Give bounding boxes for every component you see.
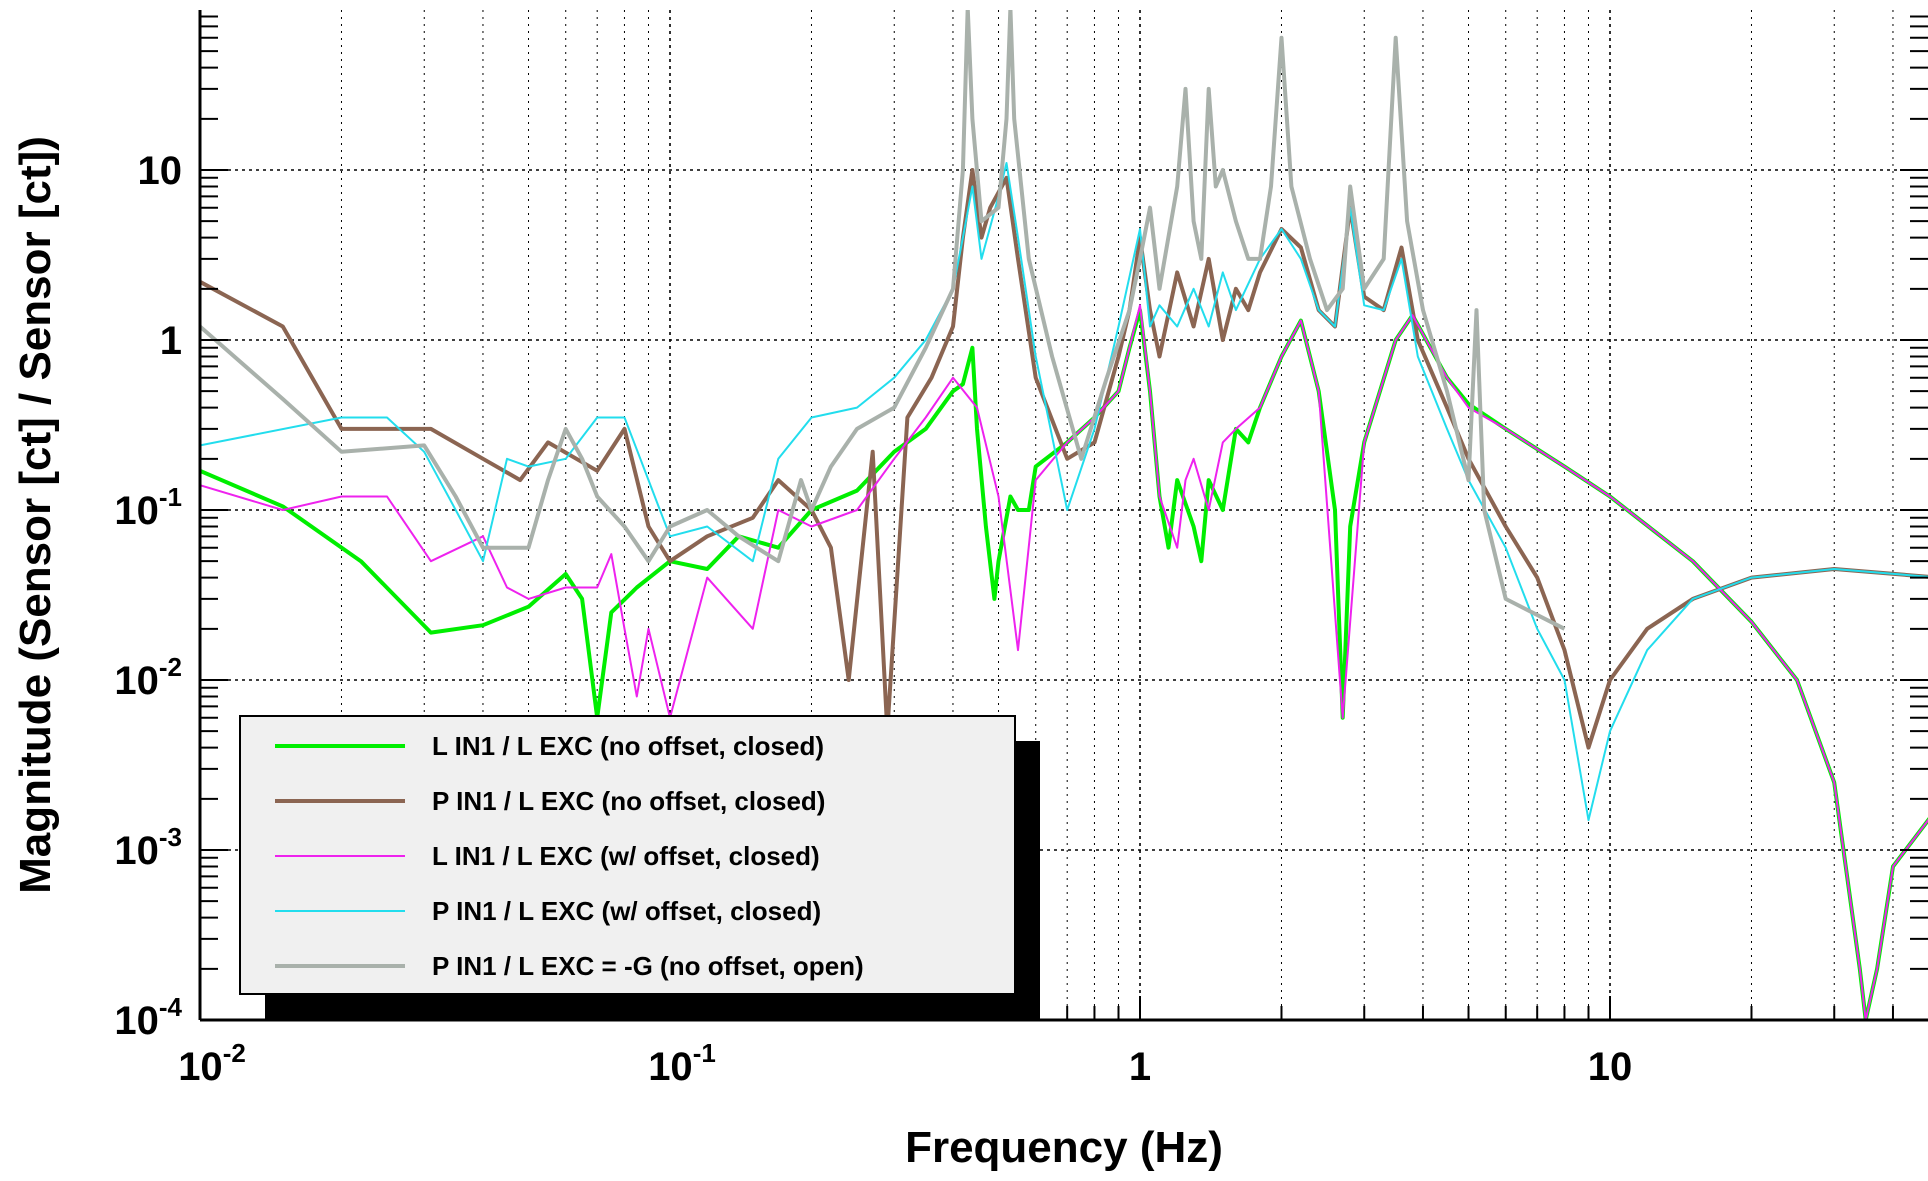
y-tick-label: 1 [160, 319, 182, 363]
legend-label: P IN1 / L EXC = -G (no offset, open) [432, 951, 864, 981]
legend-label: L IN1 / L EXC (w/ offset, closed) [432, 841, 820, 871]
y-tick-label: 10-2 [114, 652, 182, 703]
y-axis-title: Magnitude (Sensor [ct] / Sensor [ct]) [11, 136, 60, 894]
series-line-4 [200, 162, 1928, 822]
series-line-3 [200, 304, 1928, 1020]
x-tick-label: 10-2 [178, 1038, 246, 1089]
y-tick-label: 10 [138, 149, 183, 193]
legend-label: P IN1 / L EXC (no offset, closed) [432, 786, 825, 816]
x-tick-label: 10 [1588, 1045, 1633, 1089]
legend-label: P IN1 / L EXC (w/ offset, closed) [432, 896, 821, 926]
x-tick-label: 1 [1129, 1045, 1151, 1089]
plot-frame [198, 10, 1928, 1022]
series-line-5 [200, 10, 1566, 631]
series-line-2 [200, 168, 1928, 750]
tick-labels: 10-2 10-1 1 10 10-4 10-3 10-2 10-1 1 10 [114, 149, 1632, 1089]
y-tick-label: 10-3 [114, 822, 182, 873]
legend-label: L IN1 / L EXC (no offset, closed) [432, 731, 824, 761]
legend: L IN1 / L EXC (no offset, closed) P IN1 /… [239, 715, 1040, 1019]
y-tick-label: 10-4 [114, 992, 182, 1043]
x-tick-label: 10-1 [648, 1038, 716, 1089]
series-group [200, 10, 1928, 1020]
y-tick-label: 10-1 [114, 482, 182, 533]
x-axis-title: Frequency (Hz) [905, 1123, 1223, 1172]
